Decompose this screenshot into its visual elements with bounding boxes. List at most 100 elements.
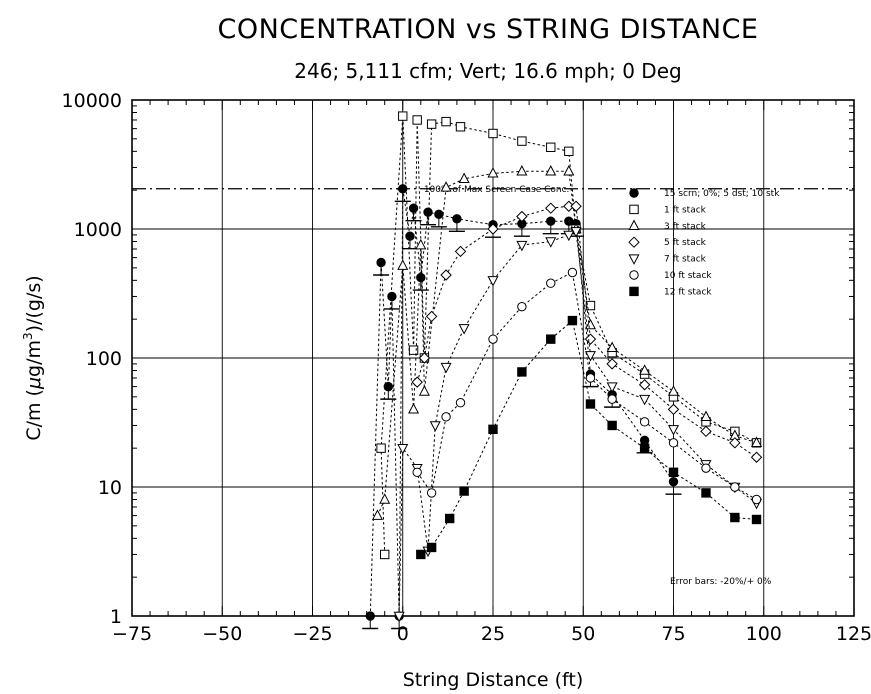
data-point	[546, 216, 556, 226]
data-point	[667, 425, 680, 436]
data-point	[639, 417, 650, 427]
data-point	[376, 257, 386, 268]
data-point	[607, 420, 617, 431]
grid-lines	[132, 100, 854, 616]
legend-marker	[629, 286, 639, 297]
series-line	[380, 116, 757, 555]
data-point	[545, 165, 557, 176]
chart-subtitle: 246; 5,111 cfm; Vert; 16.6 mph; 0 Deg	[294, 59, 681, 83]
series-group	[362, 111, 763, 630]
data-point	[667, 385, 680, 396]
data-point	[426, 542, 437, 553]
x-tick-label: −50	[202, 623, 242, 645]
data-point	[440, 269, 452, 281]
data-point	[606, 358, 618, 370]
data-point	[639, 435, 650, 446]
data-point	[585, 300, 596, 311]
chart-title: CONCENTRATION vs STRING DISTANCE	[218, 14, 759, 45]
data-point	[379, 493, 391, 504]
data-point	[545, 202, 557, 214]
data-point	[440, 181, 452, 192]
data-point	[440, 362, 452, 374]
data-point	[516, 165, 528, 176]
data-point	[730, 482, 740, 492]
data-point	[429, 421, 441, 432]
data-point	[546, 142, 556, 152]
data-point	[412, 467, 422, 478]
data-point	[668, 438, 679, 448]
data-point	[606, 341, 618, 352]
data-point	[570, 200, 582, 212]
series-line	[377, 170, 757, 516]
legend-label: 7 ft stack	[664, 255, 707, 265]
data-point	[418, 352, 431, 364]
data-point	[412, 115, 422, 125]
data-point	[408, 203, 419, 213]
data-point	[606, 382, 618, 393]
legend-label: 15 scrn; 0%; 5 dst; 10 stk	[664, 189, 780, 199]
data-point	[441, 116, 451, 127]
legend-label: 5 ft stack	[664, 238, 707, 248]
series-7	[416, 315, 762, 560]
data-point	[426, 119, 437, 129]
data-point	[730, 512, 740, 523]
data-point	[700, 425, 712, 438]
data-point	[415, 238, 427, 250]
y-tick-label: 1000	[74, 219, 122, 241]
data-point	[454, 245, 467, 258]
data-point	[639, 364, 651, 375]
x-tick-label: 125	[836, 623, 871, 645]
data-point	[667, 403, 680, 416]
data-point	[441, 412, 451, 422]
data-point	[487, 223, 499, 235]
data-point	[701, 463, 711, 473]
data-point	[425, 310, 438, 323]
data-point	[455, 122, 466, 132]
legend-label: 12 ft stack	[664, 287, 712, 297]
data-point	[729, 437, 741, 449]
y-tick-label: 10000	[62, 90, 122, 112]
reference-line-group: 100% of Max Screen Case Conc.	[132, 185, 854, 195]
legend-label: 3 ft stack	[664, 222, 707, 232]
data-point	[639, 394, 651, 406]
data-point	[383, 381, 394, 392]
data-point	[546, 334, 556, 344]
data-point	[585, 399, 596, 409]
data-point	[459, 486, 469, 496]
data-point	[487, 276, 499, 287]
legend-marker	[628, 219, 640, 230]
legend: 15 scrn; 0%; 5 dst; 10 stk 1 ft stack 3 ft…	[628, 188, 780, 297]
data-point	[426, 488, 437, 498]
data-point	[488, 128, 498, 139]
data-point	[700, 410, 712, 422]
data-point	[567, 267, 578, 278]
data-point	[701, 488, 711, 498]
legend-marker	[628, 254, 640, 265]
data-point	[517, 367, 527, 377]
data-point	[517, 136, 527, 146]
data-point	[458, 324, 470, 335]
data-point	[545, 237, 557, 248]
data-point	[751, 494, 762, 505]
data-point	[584, 351, 596, 362]
data-point	[397, 443, 409, 455]
series-6	[412, 267, 762, 505]
data-point	[397, 259, 409, 270]
data-point	[585, 373, 596, 383]
data-point	[398, 111, 408, 121]
data-point	[411, 376, 423, 388]
data-point	[570, 227, 582, 238]
legend-label: 10 ft stack	[664, 271, 712, 281]
series-line	[420, 319, 757, 555]
data-point	[455, 398, 466, 408]
data-point	[405, 231, 415, 241]
data-point	[668, 467, 679, 478]
data-point	[458, 172, 470, 183]
data-point	[365, 611, 375, 621]
data-point	[750, 451, 763, 463]
y-axis-label: C/m (μg/m3)/(g/s)	[21, 275, 45, 440]
data-point	[584, 318, 596, 330]
x-tick-label: 50	[571, 623, 595, 645]
x-tick-label: 0	[397, 623, 409, 645]
